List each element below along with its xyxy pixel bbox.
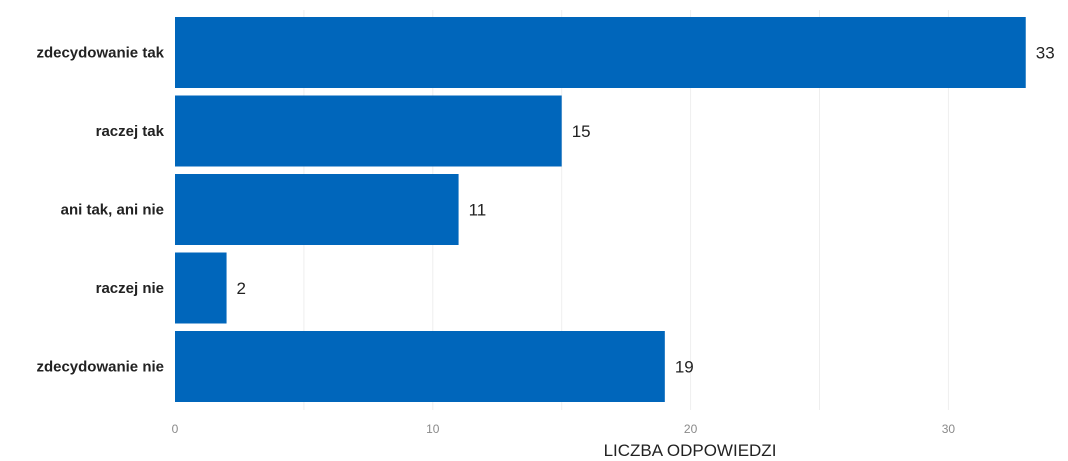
- value-label: 19: [675, 358, 694, 377]
- category-label: zdecydowanie nie: [36, 359, 164, 376]
- value-label: 33: [1036, 44, 1055, 63]
- bar: [175, 252, 227, 324]
- bars: [175, 17, 1026, 402]
- x-tick-label: 20: [684, 422, 698, 436]
- x-axis-title: LICZBA ODPOWIEDZI: [604, 441, 777, 460]
- value-label: 15: [572, 122, 591, 141]
- category-label: ani tak, ani nie: [61, 202, 164, 219]
- value-label: 11: [469, 201, 487, 220]
- x-axis-ticks: 0 10 20 30: [172, 422, 956, 436]
- category-label: raczej nie: [96, 280, 164, 297]
- value-labels: 33 15 11 2 19: [237, 44, 1055, 377]
- category-label: raczej tak: [96, 123, 165, 140]
- x-tick-label: 0: [172, 422, 179, 436]
- x-tick-label: 10: [426, 422, 440, 436]
- category-label: zdecydowanie tak: [36, 45, 164, 62]
- bar: [175, 331, 665, 402]
- x-tick-label: 30: [942, 422, 956, 436]
- bar: [175, 95, 562, 167]
- value-label: 2: [237, 279, 246, 298]
- category-labels: zdecydowanie tak raczej tak ani tak, ani n…: [36, 45, 164, 376]
- bar: [175, 17, 1026, 88]
- bar: [175, 174, 459, 245]
